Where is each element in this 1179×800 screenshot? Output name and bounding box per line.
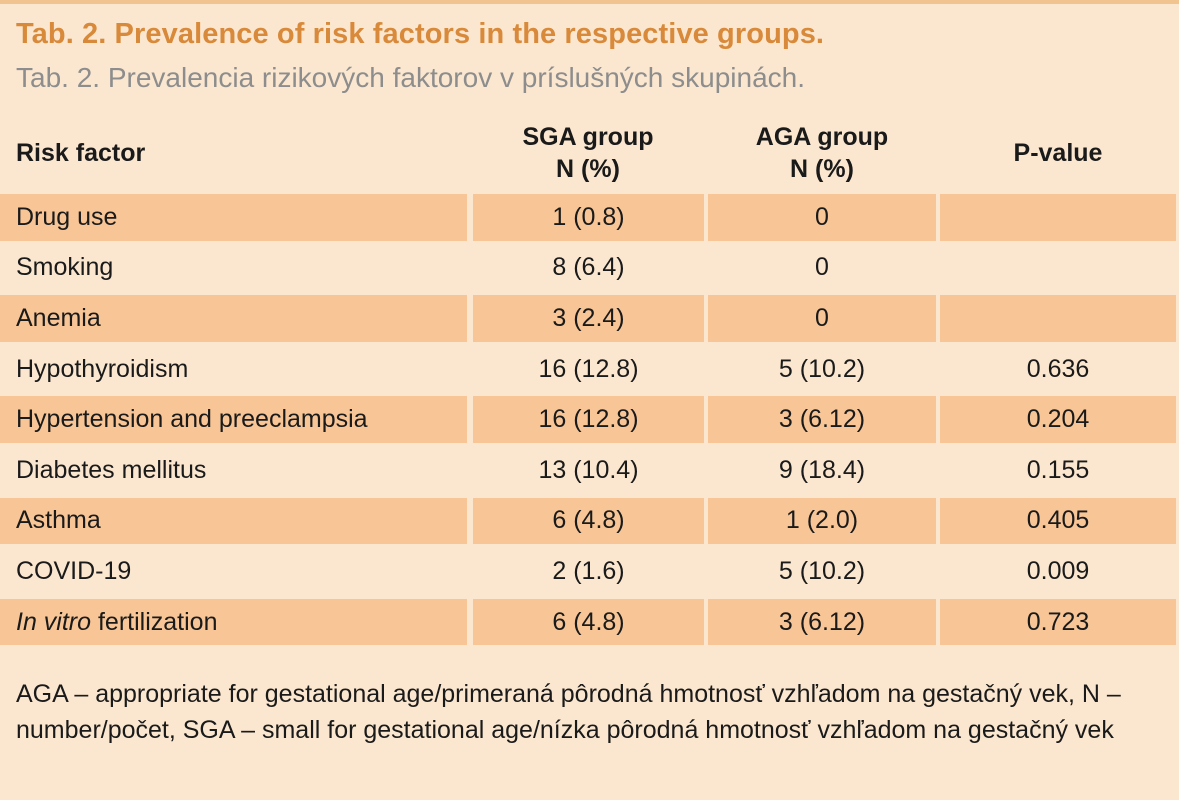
risk-factor-table: Risk factor SGA group N (%) AGA group N … [0,114,1179,647]
table-footnote: AGA – appropriate for gestational age/pr… [16,680,1121,744]
label-rest: fertilization [91,607,218,636]
cell-aga: 3 (6.12) [708,598,936,646]
cell-risk-factor: Smoking [16,253,114,282]
table-row: Hypertension and preeclampsia 16 (12.8) … [0,394,1179,445]
header-sga-unit: N (%) [556,155,620,183]
table-row: COVID-19 2 (1.6) 5 (10.2) 0.009 [0,546,1179,597]
table-row: Anemia 3 (2.4) 0 [0,293,1179,344]
cell-aga: 1 (2.0) [708,497,936,545]
header-risk-factor: Risk factor [16,139,146,167]
table-row: In vitro fertilization 6 (4.8) 3 (6.12) … [0,597,1179,648]
cell-sga: 1 (0.8) [473,194,704,241]
header-aga-unit: N (%) [790,155,854,183]
cell-risk-factor: Hypothyroidism [16,354,189,383]
cell-aga: 9 (18.4) [778,455,866,484]
cell-aga: 0 [708,194,936,241]
table-row: Hypothyroidism 16 (12.8) 5 (10.2) 0.636 [0,344,1179,395]
header-sga-group: SGA group N (%) [474,114,702,192]
cell-risk-factor: Hypertension and preeclampsia [0,396,467,443]
cell-p-value: 0.009 [1026,556,1090,585]
cell-sga: 3 (2.4) [473,295,704,342]
table-row: Diabetes mellitus 13 (10.4) 9 (18.4) 0.1… [0,445,1179,496]
table-title-slovak: Tab. 2. Prevalencia rizikových faktorov … [16,62,806,93]
cell-p-value: 0.636 [1026,354,1090,383]
cell-aga: 0 [815,253,829,282]
cell-p-value [940,245,1176,292]
cell-aga: 0 [708,295,936,342]
cell-sga: 2 (1.6) [552,556,625,585]
cell-risk-factor: Diabetes mellitus [16,455,207,484]
cell-aga: 5 (10.2) [778,354,866,383]
header-p-value: P-value [1013,139,1103,167]
cell-sga: 8 (6.4) [552,253,625,282]
cell-risk-factor: Anemia [0,295,467,342]
cell-p-value: 0.204 [940,396,1176,443]
table-row: Asthma 6 (4.8) 1 (2.0) 0.405 [0,496,1179,547]
label-italic-part: In vitro [16,607,92,636]
table-body: Drug use 1 (0.8) 0 Smoking 8 (6.4) 0 Ane… [0,192,1179,647]
table-header-row: Risk factor SGA group N (%) AGA group N … [0,114,1179,192]
cell-p-value [940,295,1176,342]
cell-sga: 6 (4.8) [473,598,704,646]
cell-risk-factor: Asthma [0,497,467,545]
cell-sga: 16 (12.8) [473,396,704,443]
cell-risk-factor: COVID-19 [16,556,132,585]
cell-sga: 13 (10.4) [538,455,639,484]
table-title-english: Tab. 2. Prevalence of risk factors in th… [16,18,825,50]
cell-sga: 6 (4.8) [473,497,704,545]
header-aga-title: AGA group [755,123,889,151]
cell-risk-factor: In vitro fertilization [0,598,467,646]
cell-risk-factor: Drug use [0,194,467,241]
cell-p-value [940,194,1176,241]
cell-sga: 16 (12.8) [538,354,639,383]
header-sga-title: SGA group [522,123,654,151]
cell-p-value: 0.723 [940,598,1176,646]
table-row: Smoking 8 (6.4) 0 [0,243,1179,294]
cell-aga: 3 (6.12) [708,396,936,443]
cell-p-value: 0.155 [1026,455,1090,484]
cell-p-value: 0.405 [940,497,1176,545]
table-row: Drug use 1 (0.8) 0 [0,192,1179,243]
cell-aga: 5 (10.2) [778,556,866,585]
header-aga-group: AGA group N (%) [708,114,936,192]
